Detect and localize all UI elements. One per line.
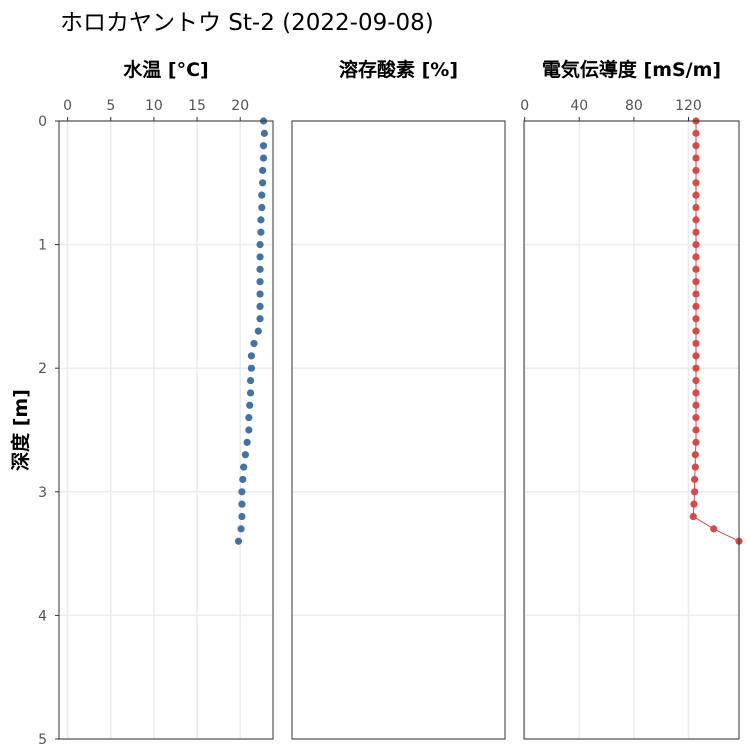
data-point [692, 438, 700, 446]
data-point [258, 203, 266, 212]
data-point [692, 315, 700, 323]
x-tick-label: 0 [520, 98, 529, 114]
data-point [691, 475, 699, 484]
panel-border [523, 120, 740, 740]
data-point [692, 166, 700, 175]
data-point [692, 339, 700, 348]
y-tick-label: 0 [38, 114, 47, 130]
data-point [245, 426, 253, 434]
data-point [237, 525, 245, 533]
data-point [246, 376, 255, 385]
data-point [243, 438, 251, 446]
data-point [240, 463, 248, 471]
data-point [254, 327, 262, 335]
chart-title: ホロカヤントウ St-2 (2022-09-08) [60, 10, 434, 36]
x-tick-label: 15 [188, 98, 206, 114]
x-tick-label: 20 [231, 98, 249, 114]
panel-2: 溶存酸素 [%] [291, 58, 506, 740]
data-point [257, 216, 265, 224]
data-point [246, 389, 255, 397]
panel-title: 電気伝導度 [mS/m] [542, 58, 721, 81]
data-point [692, 401, 700, 409]
y-axis: 0 1 2 3 4 5 [38, 114, 59, 748]
data-point [256, 241, 264, 249]
panel-title: 溶存酸素 [%] [339, 58, 458, 81]
x-tick-label: 10 [145, 98, 163, 114]
data-point [247, 352, 256, 360]
data-point [258, 191, 266, 199]
data-point [234, 537, 243, 545]
data-point [692, 142, 700, 150]
data-point [691, 488, 699, 496]
data-point [692, 302, 700, 310]
data-point [259, 179, 267, 187]
data-point [692, 191, 700, 199]
y-tick-label: 3 [38, 485, 47, 501]
data-point [692, 376, 700, 385]
data-point [692, 327, 700, 335]
data-point [710, 525, 718, 533]
data-point [256, 290, 264, 298]
data-point [256, 302, 264, 310]
data-point [250, 339, 258, 348]
y-tick-label: 4 [38, 608, 47, 624]
data-point [692, 203, 700, 212]
data-point [260, 129, 268, 137]
data-point [692, 253, 700, 261]
data-point [238, 512, 246, 521]
y-tick-label: 2 [38, 361, 47, 377]
panel-border [291, 120, 506, 740]
data-point [256, 278, 264, 286]
data-point [241, 451, 249, 459]
panel-border [58, 120, 274, 740]
y-axis-title: 深度 [m] [9, 389, 32, 471]
x-tick-label: 80 [625, 98, 643, 114]
data-point [692, 414, 700, 422]
data-point [259, 166, 267, 175]
data-point [692, 426, 700, 434]
data-point [238, 500, 246, 508]
data-point [692, 154, 700, 162]
data-point [692, 352, 700, 360]
data-point [256, 253, 264, 261]
x-tick-label: 120 [675, 98, 702, 114]
data-point [238, 488, 246, 496]
data-point [257, 228, 265, 236]
data-point [691, 463, 699, 471]
panel-3: 電気伝導度 [mS/m] 0 40 80 120 [520, 58, 743, 740]
data-point [691, 451, 699, 459]
data-point [690, 500, 698, 508]
series-line [692, 121, 740, 542]
data-point [259, 154, 268, 162]
x-tick-label: 40 [570, 98, 588, 114]
panels: 水温 [°C] 0 5 10 15 20 溶存酸素 [%] 電気伝導度 [mS/m] 0 40 80… [58, 58, 743, 740]
panel-1: 水温 [°C] 0 5 10 15 20 [58, 59, 274, 740]
data-point [692, 241, 700, 249]
data-point [692, 179, 700, 187]
y-tick-label: 5 [38, 732, 47, 748]
data-point [692, 129, 700, 137]
data-point [247, 364, 256, 372]
y-tick-label: 1 [38, 238, 47, 254]
x-tick-label: 5 [106, 98, 115, 114]
data-point [692, 216, 700, 224]
data-point [692, 389, 700, 397]
data-point [239, 475, 247, 484]
x-tick-label: 0 [63, 98, 72, 114]
data-point [692, 228, 700, 236]
data-point [245, 414, 253, 422]
data-point [689, 512, 697, 521]
data-point [692, 364, 700, 372]
data-point [246, 401, 254, 409]
data-point [692, 290, 700, 298]
data-point [259, 142, 268, 150]
panel-title: 水温 [°C] [123, 59, 208, 81]
data-point [692, 265, 700, 273]
data-point [256, 265, 264, 273]
data-point [692, 278, 700, 286]
data-point [256, 315, 264, 323]
